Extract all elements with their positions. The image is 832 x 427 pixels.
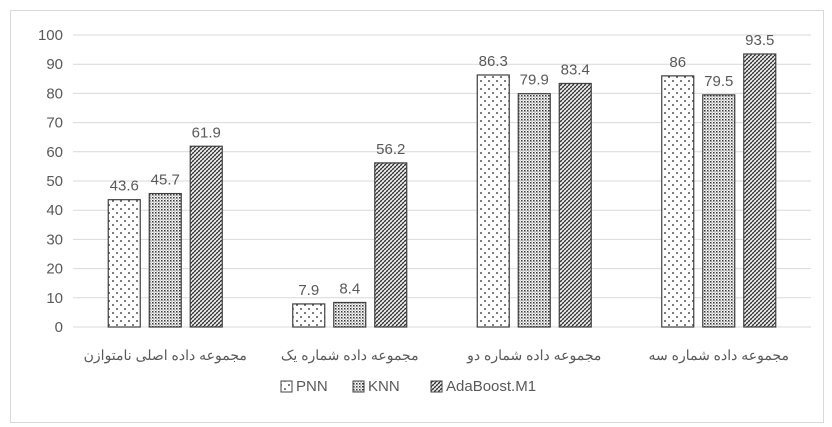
y-tick-label: 50 [46, 173, 63, 190]
bar-pnn [107, 199, 141, 328]
data-label: 86 [669, 54, 686, 71]
data-label: 79.5 [704, 73, 733, 90]
category-label: مجموعه داده اصلی نامتوازن [84, 347, 247, 364]
category-labels: مجموعه داده اصلی نامتوازن مجموعه داده شما… [84, 347, 789, 364]
y-tick-label: 30 [46, 231, 63, 248]
data-label: 56.2 [376, 141, 405, 158]
y-tick-label: 100 [38, 27, 63, 44]
chart-frame: 0 10 20 30 40 50 60 70 80 90 100 43.6 45.7 61.9 7.9 8.… [10, 10, 824, 423]
y-tick-label: 80 [46, 85, 63, 102]
bar-adaboost-m1 [743, 53, 777, 328]
bar-adaboost-m1 [189, 145, 223, 328]
y-tick-label: 40 [46, 202, 63, 219]
category-label: مجموعه داده شماره دو [466, 347, 601, 364]
y-tick-label: 0 [55, 319, 63, 336]
category-label: مجموعه داده شماره یک [281, 347, 419, 364]
data-labels: 43.6 45.7 61.9 7.9 8.4 56.2 86.3 79.9 83.4 86 79.5… [110, 32, 775, 299]
y-axis-tick-labels: 0 10 20 30 40 50 60 70 80 90 100 [38, 27, 63, 336]
legend-swatch-pnn [280, 380, 293, 393]
y-tick-label: 60 [46, 144, 63, 161]
data-label: 61.9 [192, 124, 221, 141]
bar-knn [517, 93, 551, 328]
data-label: 79.9 [520, 72, 549, 89]
legend: PNN KNN AdaBoost.M1 [280, 378, 536, 395]
y-tick-label: 70 [46, 115, 63, 132]
data-label: 83.4 [561, 61, 590, 78]
y-tick-label: 20 [46, 261, 63, 278]
y-tick-label: 10 [46, 290, 63, 307]
gridlines [73, 34, 811, 328]
legend-swatch-knn [352, 380, 365, 393]
y-tick-label: 90 [46, 56, 63, 73]
legend-label: PNN [296, 378, 328, 395]
legend-label: AdaBoost.M1 [446, 378, 536, 395]
bar-knn [333, 301, 367, 328]
bar-pnn [292, 303, 326, 328]
bar-adaboost-m1 [558, 82, 592, 328]
legend-swatch-adaboost-m1 [430, 380, 443, 393]
category-label: مجموعه داده شماره سه [648, 347, 789, 364]
bar-pnn [661, 75, 695, 328]
data-label: 45.7 [151, 172, 180, 189]
data-label: 8.4 [339, 280, 360, 297]
bar-chart: 0 10 20 30 40 50 60 70 80 90 100 43.6 45.7 61.9 7.9 8.… [38, 27, 811, 395]
bars [107, 53, 777, 328]
bar-pnn [476, 74, 510, 328]
bar-knn [702, 94, 736, 328]
data-label: 93.5 [745, 32, 774, 49]
legend-label: KNN [368, 378, 400, 395]
data-label: 43.6 [110, 178, 139, 195]
data-label: 7.9 [298, 282, 319, 299]
bar-knn [148, 192, 182, 328]
data-label: 86.3 [479, 53, 508, 70]
bar-adaboost-m1 [374, 162, 408, 328]
